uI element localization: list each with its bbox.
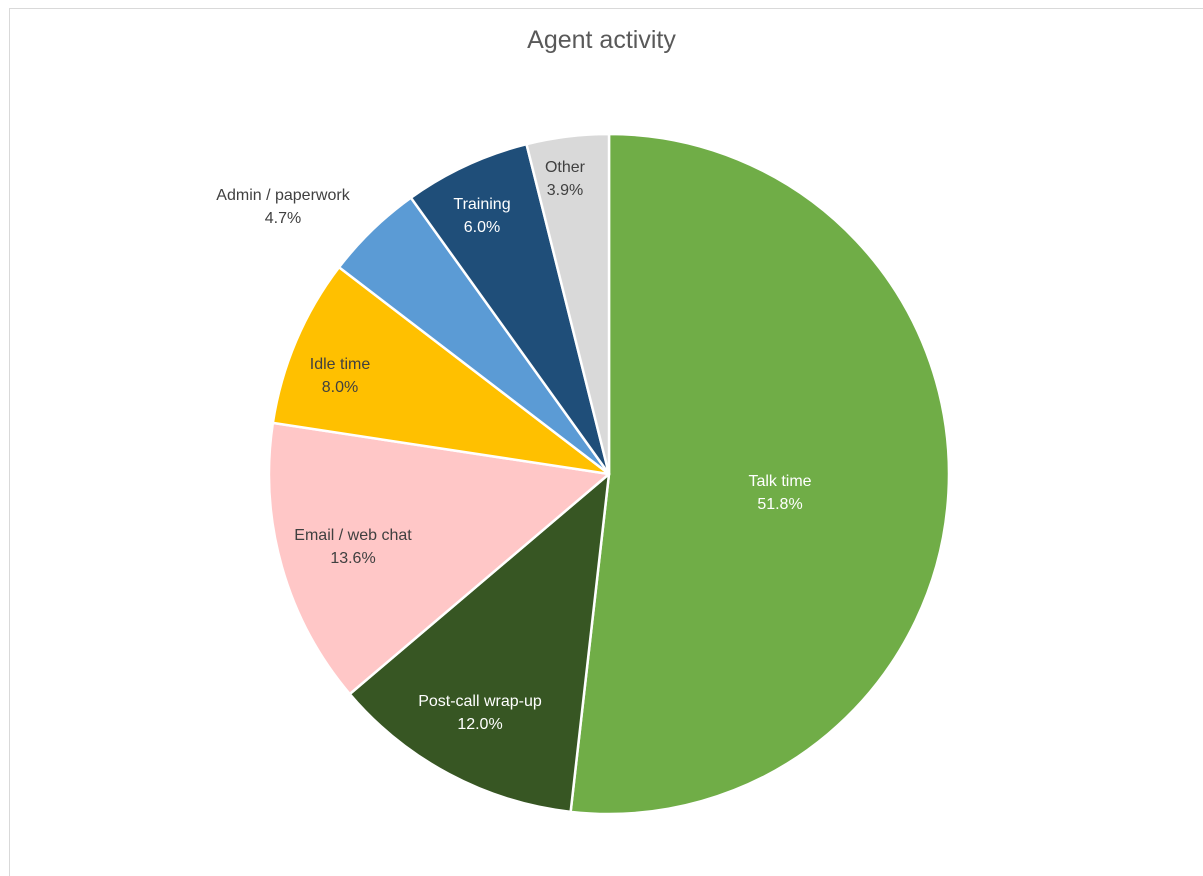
pie-slice-post-call-wrap-up	[348, 472, 611, 814]
data-label-percent: 6.0%	[464, 219, 500, 236]
pie-slices	[267, 132, 951, 816]
chart-title: Agent activity	[527, 26, 676, 54]
pie-slice-idle-time	[271, 266, 611, 476]
pie-labels: Talk time 51.8% Post-call wrap-up 12.0% Emai…	[216, 159, 811, 733]
pie-slice-email-web-chat	[267, 421, 611, 696]
pie-slice-other	[525, 132, 611, 476]
data-label-training: Training 6.0%	[453, 196, 510, 236]
pie-slice-talk-time	[569, 132, 951, 816]
pie-slice-training	[409, 142, 611, 476]
data-label-percent: 3.9%	[547, 182, 583, 199]
data-label-category: Talk time	[748, 473, 811, 490]
data-label-category: Admin / paperwork	[216, 187, 350, 204]
data-label-talk-time: Talk time 51.8%	[748, 473, 811, 513]
data-label-percent: 8.0%	[322, 379, 358, 396]
data-label-idle-time: Idle time 8.0%	[310, 356, 371, 396]
data-label-admin-paperwork: Admin / paperwork 4.7%	[216, 187, 350, 227]
data-label-post-call-wrap-up: Post-call wrap-up 12.0%	[418, 693, 542, 733]
data-label-category: Idle time	[310, 356, 371, 373]
data-label-other: Other 3.9%	[545, 159, 586, 199]
data-label-percent: 4.7%	[265, 210, 301, 227]
data-label-category: Post-call wrap-up	[418, 693, 542, 710]
data-label-email-web-chat: Email / web chat 13.6%	[294, 527, 412, 567]
data-label-category: Other	[545, 159, 586, 176]
data-label-percent: 13.6%	[330, 550, 375, 567]
data-label-percent: 12.0%	[457, 716, 502, 733]
data-label-category: Training	[453, 196, 510, 213]
data-label-percent: 51.8%	[757, 496, 802, 513]
data-label-category: Email / web chat	[294, 527, 412, 544]
